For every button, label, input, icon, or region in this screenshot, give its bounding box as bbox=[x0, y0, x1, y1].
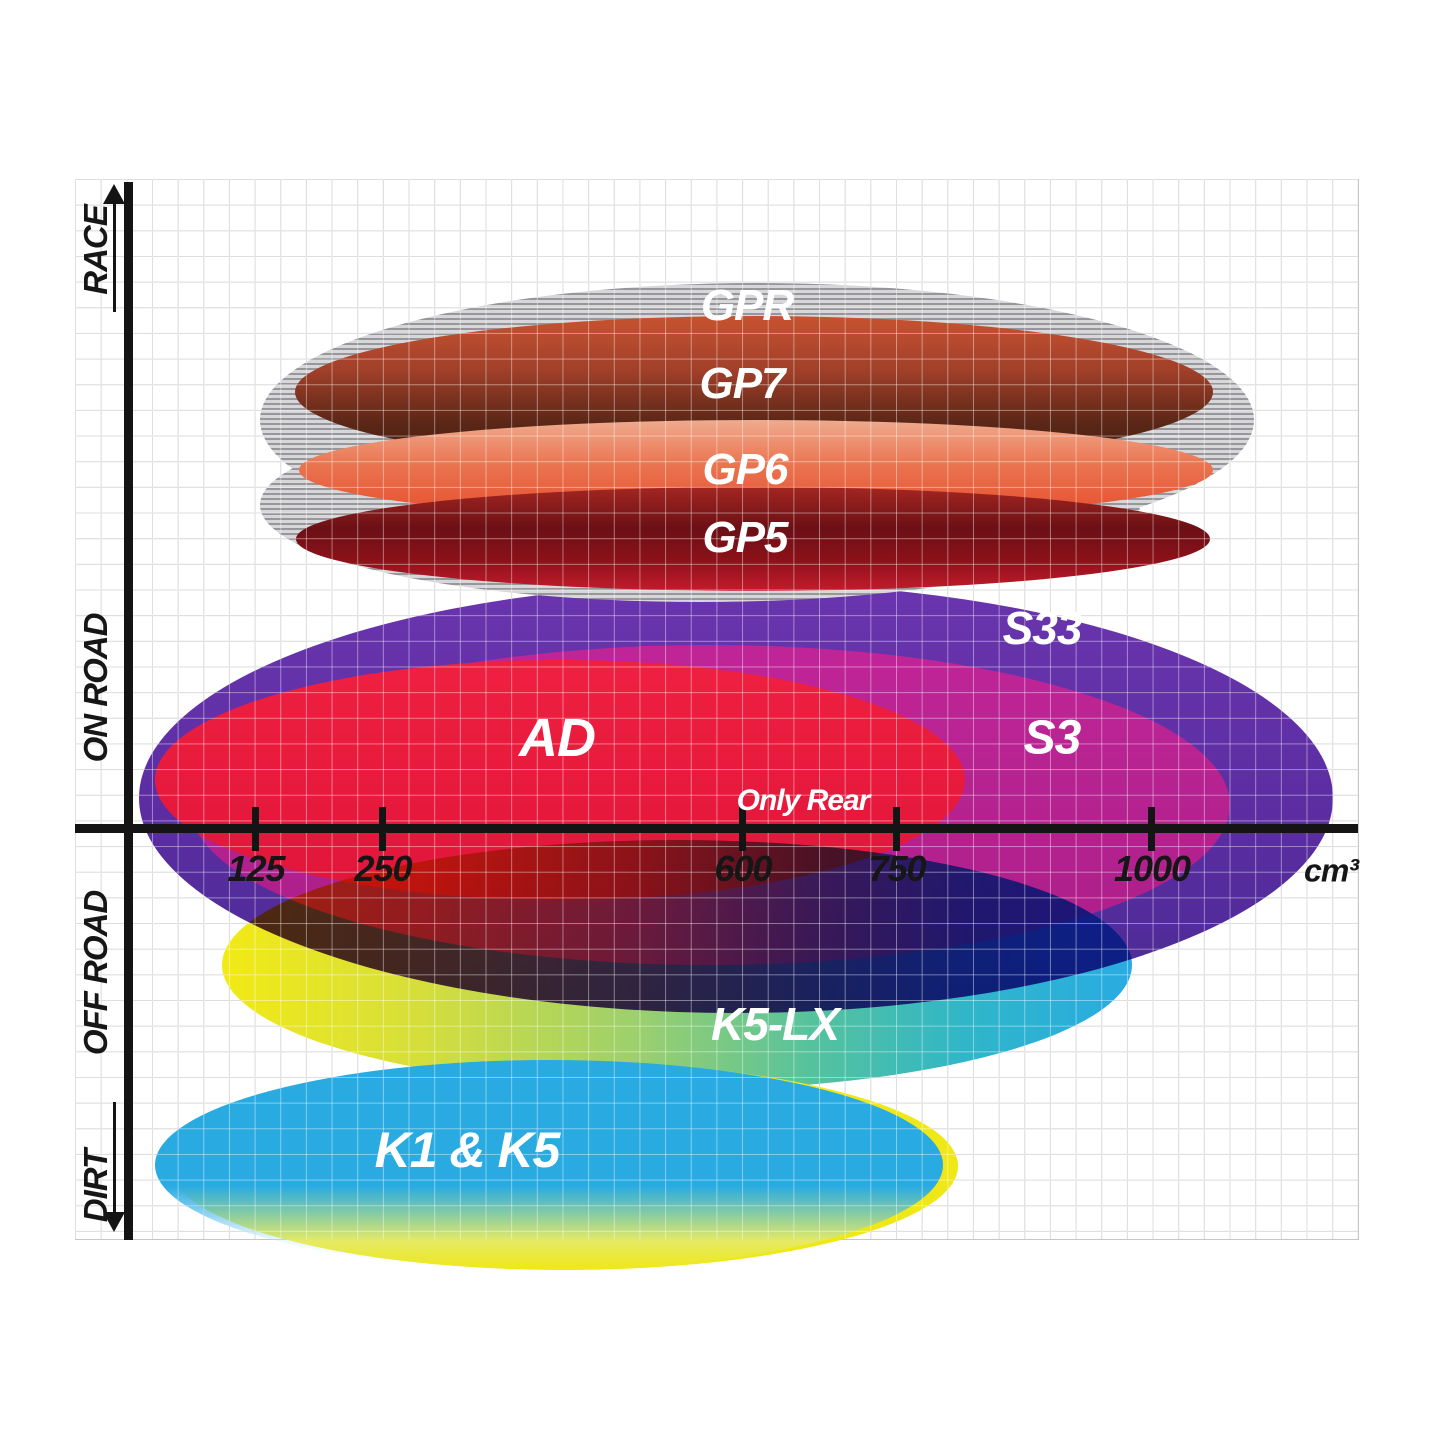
region-gp5 bbox=[296, 487, 1210, 591]
region-k5lx bbox=[222, 840, 1132, 1090]
region-k1k5 bbox=[155, 1060, 943, 1270]
